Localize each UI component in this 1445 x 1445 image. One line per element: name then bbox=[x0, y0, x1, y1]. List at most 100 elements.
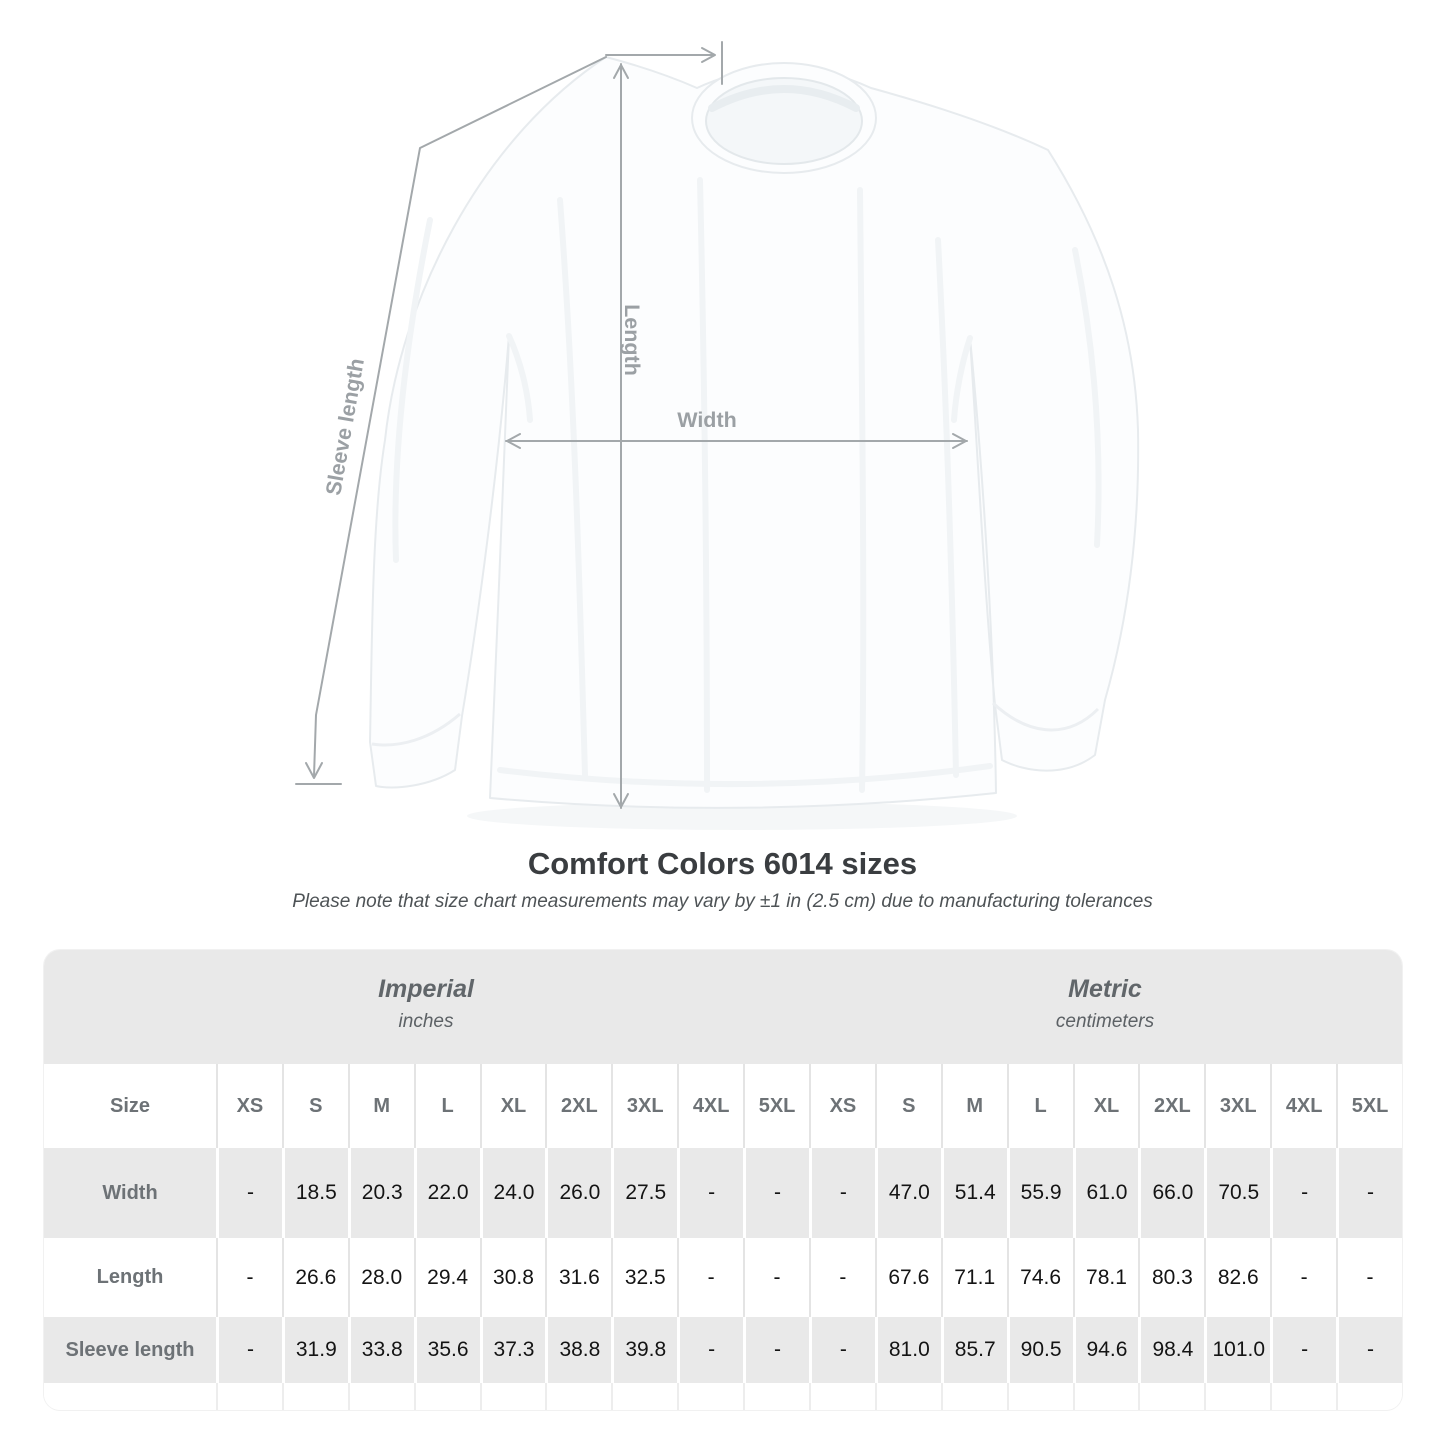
value-cell: 18.5 bbox=[281, 1148, 348, 1238]
imperial-unit: inches bbox=[398, 1011, 454, 1032]
footer-cell bbox=[347, 1383, 414, 1410]
shirt-folds bbox=[392, 177, 1102, 793]
length-arrowhead-top bbox=[613, 64, 629, 79]
footer-cell bbox=[545, 1383, 612, 1410]
value-cell: - bbox=[1336, 1317, 1402, 1383]
value-cell: - bbox=[1336, 1238, 1402, 1317]
footer-cell bbox=[874, 1383, 941, 1410]
footer-cell bbox=[479, 1383, 546, 1410]
value-cell: - bbox=[1270, 1317, 1337, 1383]
value-cell: 26.0 bbox=[545, 1148, 612, 1238]
size-column-header: L bbox=[413, 1064, 480, 1148]
value-cell: 47.0 bbox=[874, 1148, 941, 1238]
sleeve-length-label: Sleeve length bbox=[321, 356, 369, 497]
size-column-header: XS bbox=[216, 1064, 282, 1148]
shirt-collar-shading bbox=[708, 85, 860, 112]
footer-cell bbox=[44, 1383, 216, 1410]
value-cell: 85.7 bbox=[940, 1317, 1007, 1383]
size-column-header: XS bbox=[808, 1064, 875, 1148]
footer-cell bbox=[743, 1383, 809, 1410]
value-cell: - bbox=[1336, 1148, 1402, 1238]
footer-cell bbox=[1204, 1383, 1271, 1410]
footer-cell bbox=[216, 1383, 282, 1410]
value-cell: - bbox=[677, 1238, 744, 1317]
footer-cell bbox=[413, 1383, 480, 1410]
tolerance-note: Please note that size chart measurements… bbox=[292, 891, 1153, 912]
value-cell: - bbox=[808, 1148, 875, 1238]
length-label: Length bbox=[620, 304, 644, 376]
size-column-header: 3XL bbox=[1204, 1064, 1271, 1148]
page-title: Comfort Colors 6014 sizes bbox=[527, 846, 918, 881]
value-cell: 81.0 bbox=[874, 1317, 941, 1383]
value-cell: 66.0 bbox=[1138, 1148, 1205, 1238]
value-cell: 78.1 bbox=[1072, 1238, 1139, 1317]
value-cell: 20.3 bbox=[347, 1148, 414, 1238]
value-cell: 70.5 bbox=[1204, 1148, 1271, 1238]
row-label: Sleeve length bbox=[44, 1317, 216, 1383]
value-cell: 51.4 bbox=[940, 1148, 1007, 1238]
value-cell: 101.0 bbox=[1204, 1317, 1271, 1383]
value-cell: - bbox=[743, 1317, 809, 1383]
size-table: Imperial inches Metric centimeters Size X… bbox=[44, 950, 1402, 1410]
value-cell: 26.6 bbox=[281, 1238, 348, 1317]
value-cell: - bbox=[216, 1148, 282, 1238]
size-column-header: XL bbox=[1072, 1064, 1139, 1148]
size-column-header: 3XL bbox=[611, 1064, 678, 1148]
footer-cell bbox=[281, 1383, 348, 1410]
value-cell: 29.4 bbox=[413, 1238, 480, 1317]
size-column-header: S bbox=[281, 1064, 348, 1148]
value-cell: 82.6 bbox=[1204, 1238, 1271, 1317]
sleeve-length-arrowhead bbox=[305, 762, 323, 779]
size-column-header: XL bbox=[479, 1064, 546, 1148]
footer-cell bbox=[611, 1383, 678, 1410]
footer-cell bbox=[1138, 1383, 1205, 1410]
value-cell: - bbox=[216, 1317, 282, 1383]
value-cell: 33.8 bbox=[347, 1317, 414, 1383]
size-grid: Size XS S M L XL 2XL 3XL 4XL 5XL XS S M L XL 2XL 3XL 4XL 5… bbox=[44, 1064, 1402, 1410]
size-column-header: 5XL bbox=[1336, 1064, 1402, 1148]
measure-arrows bbox=[295, 41, 968, 809]
imperial-title: Imperial bbox=[378, 975, 474, 1003]
value-cell: 61.0 bbox=[1072, 1148, 1139, 1238]
footer-cell bbox=[1336, 1383, 1402, 1410]
value-cell: 38.8 bbox=[545, 1317, 612, 1383]
footer-cell bbox=[940, 1383, 1007, 1410]
row-label: Length bbox=[44, 1238, 216, 1317]
value-cell: - bbox=[677, 1317, 744, 1383]
size-column-header: L bbox=[1006, 1064, 1073, 1148]
value-cell: 24.0 bbox=[479, 1148, 546, 1238]
unit-system-band: Imperial inches Metric centimeters bbox=[44, 950, 1402, 1064]
value-cell: 22.0 bbox=[413, 1148, 480, 1238]
value-cell: - bbox=[216, 1238, 282, 1317]
size-column-corner-header: Size bbox=[44, 1064, 216, 1148]
size-column-header: M bbox=[347, 1064, 414, 1148]
footer-cell bbox=[808, 1383, 875, 1410]
value-cell: 37.3 bbox=[479, 1317, 546, 1383]
size-column-header: 4XL bbox=[677, 1064, 744, 1148]
value-cell: 39.8 bbox=[611, 1317, 678, 1383]
value-cell: 74.6 bbox=[1006, 1238, 1073, 1317]
sleeve-ref-arrowhead bbox=[701, 47, 716, 63]
value-cell: - bbox=[743, 1238, 809, 1317]
shirt-cuffs bbox=[371, 701, 1100, 747]
size-column-header: 5XL bbox=[743, 1064, 809, 1148]
size-column-header: 2XL bbox=[545, 1064, 612, 1148]
size-column-header: S bbox=[874, 1064, 941, 1148]
value-cell: - bbox=[1270, 1148, 1337, 1238]
value-cell: 35.6 bbox=[413, 1317, 480, 1383]
value-cell: 32.5 bbox=[611, 1238, 678, 1317]
value-cell: 94.6 bbox=[1072, 1317, 1139, 1383]
value-cell: 31.9 bbox=[281, 1317, 348, 1383]
value-cell: - bbox=[808, 1317, 875, 1383]
shirt-collar-inner bbox=[705, 77, 863, 165]
width-label: Width bbox=[677, 408, 737, 432]
width-arrowhead-left bbox=[506, 433, 521, 449]
value-cell: 71.1 bbox=[940, 1238, 1007, 1317]
row-label: Width bbox=[44, 1148, 216, 1238]
value-cell: - bbox=[743, 1148, 809, 1238]
size-column-header: 4XL bbox=[1270, 1064, 1337, 1148]
shirt-diagram: Width Length Sleeve length bbox=[295, 41, 1140, 809]
footer-cell bbox=[1072, 1383, 1139, 1410]
size-column-header: M bbox=[940, 1064, 1007, 1148]
